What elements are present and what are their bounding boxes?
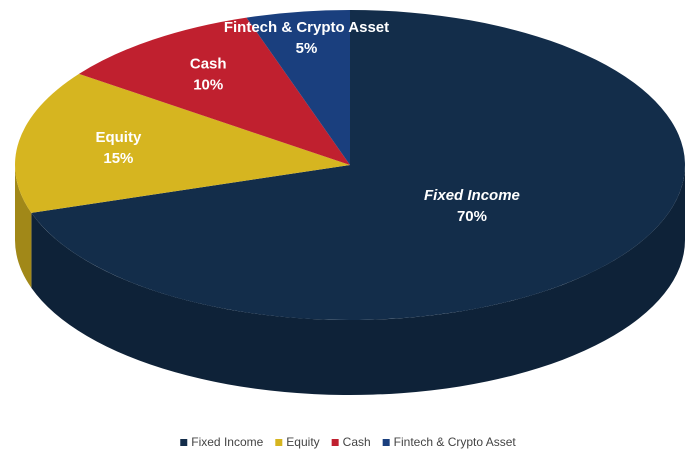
pie-side	[15, 165, 32, 288]
slice-value: 10%	[193, 77, 223, 94]
pie-side	[31, 165, 686, 396]
legend-swatch	[382, 439, 390, 446]
legend-label: Equity	[286, 435, 319, 449]
legend-label: Cash	[343, 435, 371, 449]
legend-label: Fixed Income	[191, 435, 263, 449]
slice-value: 15%	[103, 150, 133, 167]
pie-slice	[78, 17, 350, 165]
legend-swatch	[275, 439, 283, 446]
legend-swatch	[331, 439, 339, 446]
legend-swatch	[180, 439, 188, 446]
slice-value: 5%	[296, 40, 318, 57]
legend: Fixed Income Equity Cash Fintech & Crypto A…	[180, 435, 516, 449]
legend-label: Fintech & Crypto Asset	[394, 435, 517, 449]
slice-label: Fintech & Crypto Asset	[224, 19, 389, 36]
slice-label: Equity	[95, 129, 141, 146]
slice-label: Cash	[190, 56, 227, 73]
pie-slice	[31, 10, 686, 320]
slice-value: 70%	[457, 208, 487, 225]
slice-label: Fixed Income	[424, 187, 520, 204]
pie-slice	[246, 10, 350, 165]
pie-slice	[15, 73, 351, 213]
